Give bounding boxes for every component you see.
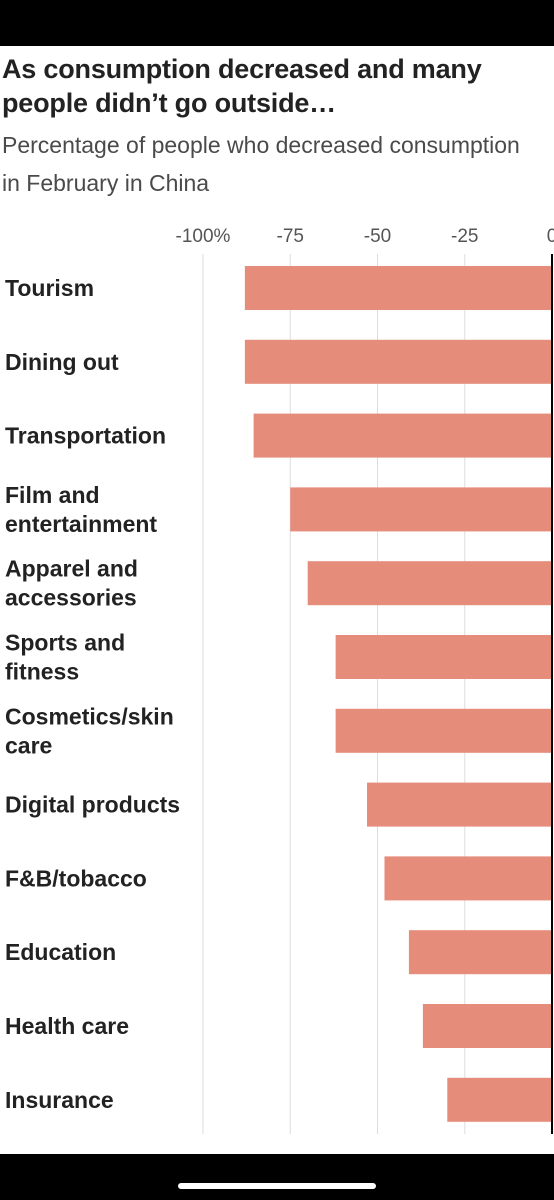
bar — [290, 487, 552, 532]
bar — [335, 708, 552, 753]
category-label: Sports and fitness — [5, 630, 125, 685]
chart-panel: As consumption decreased and many people… — [0, 46, 554, 1154]
bar — [335, 635, 552, 679]
bar — [244, 339, 552, 384]
category-label: Film and entertainment — [5, 482, 157, 537]
x-tick-label: -50 — [364, 226, 391, 247]
bar — [422, 1004, 552, 1048]
bar — [307, 561, 552, 606]
category-label: Transportation — [5, 423, 166, 449]
chart-title: As consumption decreased and many people… — [2, 54, 482, 118]
status-bar — [0, 0, 554, 46]
category-label: Cosmetics/skin care — [5, 703, 174, 758]
category-label: Tourism — [5, 275, 94, 301]
bar — [447, 1077, 552, 1122]
category-label: Education — [5, 939, 116, 965]
x-tick-label: -25 — [451, 226, 478, 247]
category-label: Dining out — [5, 349, 119, 375]
category-label: Apparel and accessories — [5, 556, 138, 611]
bar — [384, 856, 552, 901]
bar — [244, 266, 552, 310]
category-label: Insurance — [5, 1087, 114, 1113]
bottom-bar — [0, 1154, 554, 1200]
x-tick-label: -75 — [277, 226, 304, 247]
category-label: Health care — [5, 1013, 129, 1039]
bar-chart: -100% -75 -50 -25 0 Tourism Dining out Transpor… — [5, 226, 554, 1134]
bar — [253, 413, 553, 458]
x-tick-label: -100% — [176, 226, 231, 247]
chart-subtitle: Percentage of people who decreased consu… — [2, 132, 520, 196]
x-tick-label: 0 — [547, 226, 554, 247]
home-indicator[interactable] — [178, 1183, 376, 1189]
category-label: Digital products — [5, 792, 180, 818]
bar — [408, 930, 552, 975]
category-label: F&B/tobacco — [5, 865, 147, 891]
bar — [367, 782, 552, 827]
